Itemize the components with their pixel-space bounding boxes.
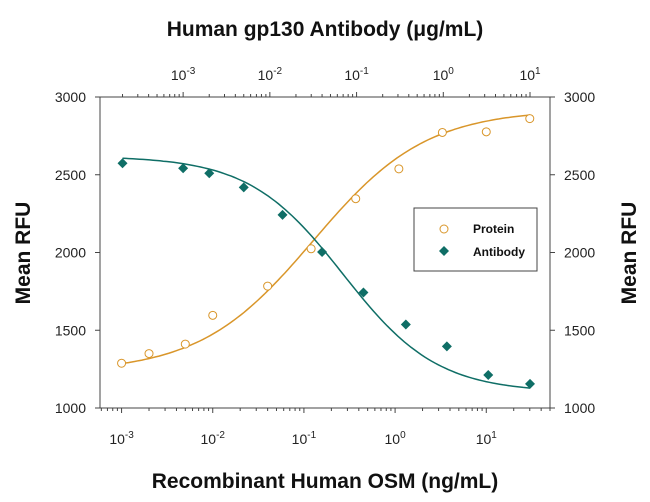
antibody-data-point: [277, 209, 288, 220]
left-axis-tick-label: 2500: [55, 167, 86, 183]
bottom-axis-tick-label: 10-1: [292, 430, 317, 447]
antibody-data-point: [483, 370, 494, 381]
top-axis-tick-label: 10-3: [171, 66, 196, 83]
right-axis-tick-label: 3000: [564, 89, 595, 105]
top-axis-title: Human gp130 Antibody (μg/mL): [167, 18, 484, 41]
top-axis-tick-label: 10-1: [344, 66, 369, 83]
left-axis-tick-label: 1500: [55, 322, 86, 338]
left-axis-title: Mean RFU: [12, 202, 35, 305]
antibody-data-point: [178, 163, 189, 174]
legend-antibody-label: Antibody: [473, 245, 525, 259]
bottom-axis-tick-label: 10-2: [201, 430, 226, 447]
legend: Protein Antibody: [413, 207, 538, 272]
right-axis-tick-label: 1000: [564, 400, 595, 416]
protein-data-point: [525, 114, 535, 124]
bottom-axis-tick-label: 10-3: [109, 430, 134, 447]
top-axis-tick-label: 100: [433, 66, 455, 83]
protein-data-point: [117, 358, 127, 368]
antibody-data-point: [317, 247, 328, 258]
antibody-data-point: [400, 319, 411, 330]
bottom-axis-tick-label: 101: [476, 430, 498, 447]
protein-data-point: [208, 310, 218, 320]
left-axis-tick-label: 1000: [55, 400, 86, 416]
antibody-data-point: [358, 287, 369, 298]
right-axis-tick-label: 2000: [564, 245, 595, 261]
legend-protein-label: Protein: [473, 222, 514, 236]
protein-data-point: [481, 127, 491, 137]
antibody-data-point: [525, 378, 536, 389]
left-axis-tick-label: 3000: [55, 89, 86, 105]
antibody-data-point: [441, 341, 452, 352]
antibody-data-point: [204, 168, 215, 179]
protein-data-point: [437, 127, 447, 137]
antibody-fit-curve: [122, 157, 531, 389]
bottom-axis-title: Recombinant Human OSM (ng/mL): [152, 470, 499, 493]
protein-data-point: [263, 281, 273, 291]
right-axis-tick-label: 1500: [564, 322, 595, 338]
protein-data-point: [306, 244, 316, 254]
right-axis-tick-label: 2500: [564, 167, 595, 183]
left-axis-tick-label: 2000: [55, 245, 86, 261]
antibody-data-point: [117, 158, 128, 169]
protein-data-point: [394, 164, 404, 174]
top-axis-tick-label: 101: [519, 66, 541, 83]
protein-data-point: [144, 349, 154, 359]
antibody-data-point: [238, 182, 249, 193]
legend-protein-marker: [439, 224, 449, 234]
legend-box: [413, 207, 538, 272]
right-axis-title: Mean RFU: [618, 202, 641, 305]
protein-fit-curve: [121, 114, 530, 365]
protein-data-point: [351, 194, 361, 204]
top-axis-tick-label: 10-2: [258, 66, 283, 83]
legend-antibody-marker: [439, 246, 449, 256]
bottom-axis-tick-label: 100: [385, 430, 407, 447]
protein-data-point: [180, 339, 190, 349]
